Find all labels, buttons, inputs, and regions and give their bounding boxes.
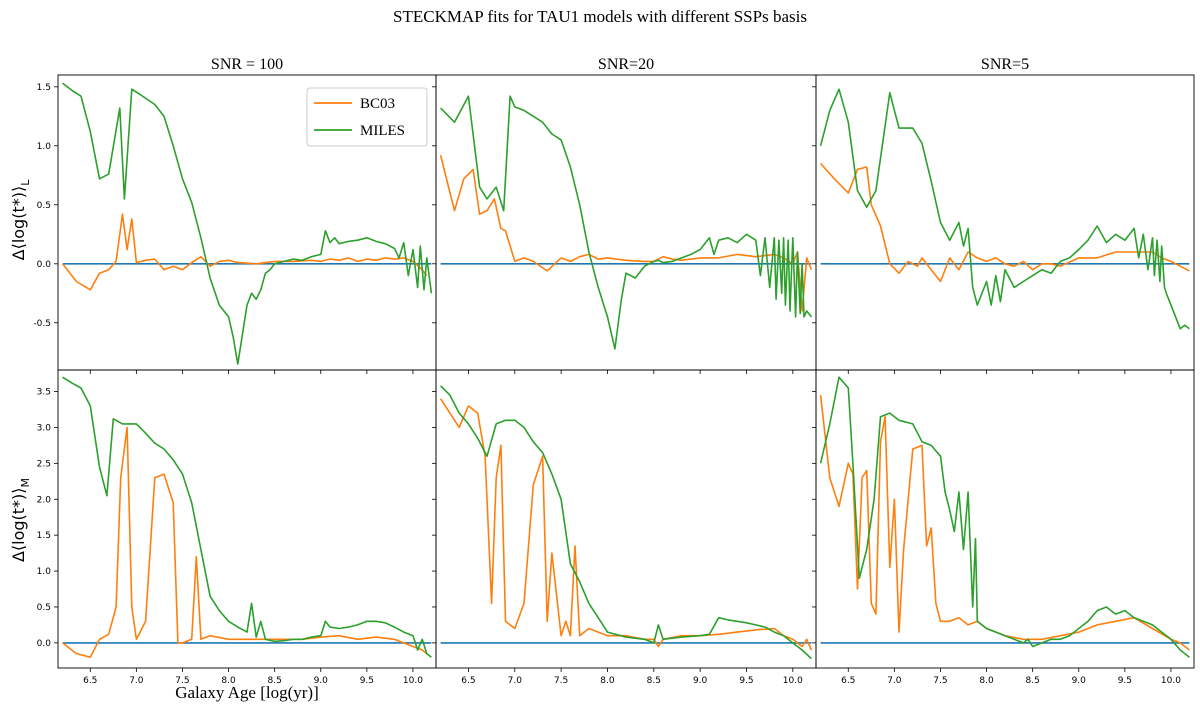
panel-frame [435,74,817,371]
series-line-bc03 [819,395,1190,651]
legend-miles-label: MILES [360,123,405,139]
panel-frame [435,369,817,669]
y-axis-label-top: Δ⟨log(t*)⟩L [9,179,32,261]
panel-title: SNR = 100 [211,56,283,73]
x-tick-label: 8.0 [979,676,994,686]
y-tick-label: 1.5 [37,83,51,93]
y-tick-label: 2.5 [37,459,51,469]
y-tick-label: 1.0 [37,567,52,577]
x-tick-label: 7.0 [129,676,144,686]
series-line-bc03 [820,162,1190,283]
panel-frame [815,74,1195,371]
legend: BC03 MILES [306,87,428,147]
x-tick-label: 6.5 [83,676,97,686]
y-axis-label-top-main: Δ⟨log(t*)⟩ [9,186,28,261]
figure-title: STECKMAP fits for TAU1 models with diffe… [393,7,807,26]
x-tick-label: 9.0 [314,676,329,686]
panel-frame [57,369,437,669]
x-tick-label: 10.0 [1161,676,1181,686]
series-line-miles [819,376,1190,658]
y-axis-label-top-sub: L [19,179,32,186]
y-tick-label: 0.0 [37,639,52,649]
y-tick-label: 2.0 [37,495,52,505]
x-tick-label: 7.5 [933,676,947,686]
chart-panel-4: 0.0 0.5 1.0 1.5 2.0 2.5 3.0 3.5 6.5 7.0 7.5 8.0 8.5 9… [37,369,437,686]
y-tick-label: -0.5 [33,319,51,329]
y-tick-label: 0.0 [37,260,52,270]
x-tick-label: 10.0 [783,676,803,686]
panel-title: SNR=20 [598,56,654,73]
chart-panel-6: 6.5 7.0 7.5 8.0 8.5 9.0 9.5 10.0 [812,369,1195,686]
x-tick-label: 7.5 [175,676,189,686]
series-line-bc03 [62,426,428,659]
y-tick-label: 0.5 [37,603,51,613]
panel-frame [815,369,1195,669]
x-axis-label: Galaxy Age [log(yr)] [175,683,319,702]
y-axis-label-bottom-main: Δ⟨log(t*)⟩ [9,487,28,562]
x-tick-label: 8.5 [647,676,661,686]
y-tick-label: 1.5 [37,531,51,541]
y-tick-label: 0.5 [37,201,51,211]
y-tick-label: 1.0 [37,142,52,152]
x-tick-label: 9.0 [1072,676,1087,686]
series-line-miles [440,95,813,350]
series-line-miles [62,376,432,658]
series-line-bc03 [61,213,428,291]
x-tick-label: 7.0 [887,676,902,686]
series-line-bc03 [439,155,813,312]
x-tick-label: 10.0 [403,676,423,686]
series-line-miles [62,82,433,365]
x-tick-label: 9.5 [1118,676,1132,686]
y-axis-label-bottom-sub: M [19,478,32,488]
x-tick-label: 6.5 [461,676,475,686]
x-tick-label: 9.0 [693,676,708,686]
series-line-bc03 [439,398,813,651]
x-tick-label: 8.0 [221,676,236,686]
x-tick-label: 7.0 [508,676,523,686]
y-tick-label: 3.0 [37,423,52,433]
legend-bc03-label: BC03 [360,96,395,112]
y-tick-label: 3.5 [37,388,51,398]
y-axis-label-bottom: Δ⟨log(t*)⟩M [9,478,32,562]
chart-panel-2: SNR=20 [432,56,817,374]
panel-title: SNR=5 [981,56,1029,73]
series-line-miles [440,385,812,660]
x-tick-label: 6.5 [841,676,855,686]
chart-panel-3: SNR=5 [812,56,1195,374]
x-tick-label: 8.5 [1025,676,1039,686]
x-tick-label: 8.0 [600,676,615,686]
x-tick-label: 7.5 [554,676,568,686]
chart-panel-5: 6.5 7.0 7.5 8.0 8.5 9.0 9.5 10.0 [432,369,817,686]
x-tick-label: 9.5 [739,676,753,686]
x-tick-label: 8.5 [267,676,281,686]
series-line-miles [819,88,1190,330]
x-tick-label: 9.5 [360,676,374,686]
